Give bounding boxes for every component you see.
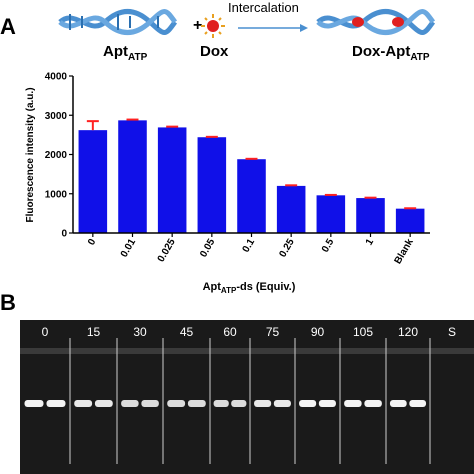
bars (78, 118, 425, 233)
gel-background (20, 320, 474, 474)
gel-band (409, 400, 427, 407)
panel-b-label: B (0, 290, 16, 315)
lane-label: 90 (311, 325, 325, 339)
bar (157, 127, 187, 233)
gel-band (299, 400, 317, 407)
lane-label: S (448, 325, 456, 339)
lane-label: 75 (266, 325, 280, 339)
gel-lanes: 0 15 30 45 60 75 90 105 120 S (20, 325, 474, 464)
x-tick-label: 1 (364, 237, 377, 248)
bar (237, 159, 266, 233)
gel-wells (20, 348, 474, 354)
x-tick-label: 0.025 (156, 237, 178, 265)
gel-band (273, 400, 291, 407)
lane-label: 0 (42, 325, 49, 339)
bar (197, 137, 227, 233)
x-axis-label: AptATP-ds (Equiv.) (203, 281, 296, 295)
gel-band (213, 400, 229, 407)
bar (356, 198, 385, 233)
x-axis: 0 0.01 0.025 0.05 0.1 0.25 0.5 1 Blank (73, 232, 430, 266)
y-tick-label: 2000 (45, 150, 68, 161)
reaction-arrow-icon (238, 24, 308, 32)
lane-label: 60 (223, 325, 237, 339)
lane-label: 15 (87, 325, 101, 339)
x-tick-label: 0.01 (119, 237, 138, 260)
gel-band (46, 400, 66, 407)
y-tick-label: 3000 (45, 111, 68, 122)
x-tick-label: 0.25 (278, 237, 297, 260)
gel-band (254, 400, 272, 407)
panel-a-label: A (0, 14, 16, 39)
x-tick-label: Blank (393, 237, 416, 266)
bar (276, 185, 306, 233)
lane-label: 45 (180, 325, 194, 339)
gel-band (121, 400, 139, 407)
dox-label: Dox (200, 43, 229, 60)
bar (316, 195, 346, 233)
bar (395, 208, 425, 233)
x-tick-label: 0 (86, 237, 99, 248)
gel-band (167, 400, 186, 407)
gel-band (344, 400, 362, 407)
gel-band (24, 400, 44, 407)
gel-band (94, 400, 113, 407)
y-tick-label: 1000 (45, 189, 68, 200)
lane-label: 105 (353, 325, 373, 339)
plus-sign: + (193, 17, 202, 34)
x-tick-label: 0.5 (320, 237, 337, 255)
dox-icon (201, 14, 225, 38)
y-axis-label: Fluorescence intensity (a.u.) (25, 87, 36, 222)
y-tick-label: 0 (61, 229, 67, 240)
gel-band (187, 400, 206, 407)
y-tick-label: 4000 (45, 72, 68, 83)
x-tick-label: 0.05 (198, 237, 217, 260)
dox-aptamer-complex-icon (316, 9, 436, 35)
aptamer-helix-icon (58, 9, 178, 35)
bar-chart: Fluorescence intensity (a.u.) 0 1000 2000 3… (25, 72, 430, 295)
lane-label: 120 (398, 325, 418, 339)
gel-band (74, 400, 93, 407)
aptamer-label: AptATP (103, 43, 148, 63)
gel-band (389, 400, 407, 407)
gel-band (364, 400, 382, 407)
scheme: AptATP + Dox Intercalation Dox-AptATP (58, 0, 436, 63)
y-axis: 0 1000 2000 3000 4000 (45, 72, 74, 240)
intercalation-label: Intercalation (228, 0, 299, 15)
gel-band (141, 400, 159, 407)
gel-image: 0 15 30 45 60 75 90 105 120 S (20, 320, 474, 474)
gel-band (318, 400, 336, 407)
lane-label: 30 (133, 325, 147, 339)
complex-label: Dox-AptATP (352, 43, 430, 63)
x-tick-label: 0.1 (241, 237, 258, 255)
bar (118, 120, 147, 233)
bar (78, 130, 108, 233)
gel-band (231, 400, 247, 407)
